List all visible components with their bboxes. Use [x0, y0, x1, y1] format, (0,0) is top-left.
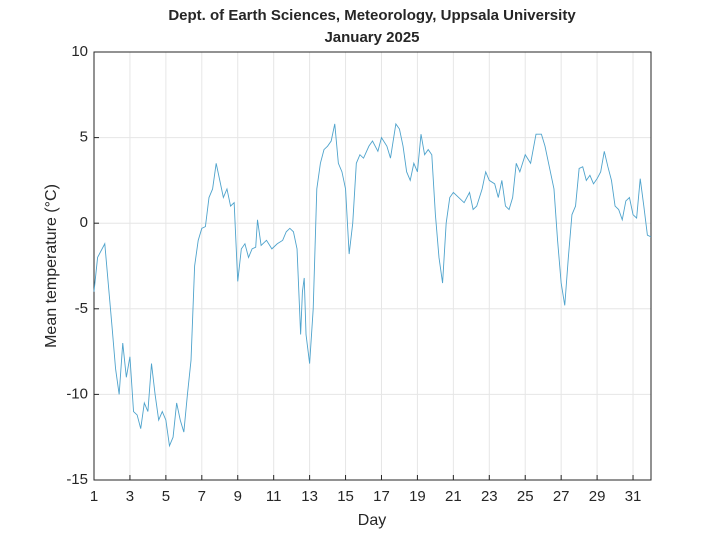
line-series	[93, 122, 652, 448]
y-tick-label: 10	[71, 43, 88, 60]
x-tick-label: 31	[625, 488, 642, 505]
x-tick-label: 13	[301, 488, 318, 505]
x-tick-label: 23	[481, 488, 498, 505]
x-tick-label: 25	[517, 488, 534, 505]
chart-title: Dept. of Earth Sciences, Meteorology, Up…	[168, 7, 576, 24]
x-tick-label: 3	[126, 488, 134, 505]
plot-frame	[93, 51, 652, 481]
x-tick-label: 27	[553, 488, 570, 505]
x-tick-label: 9	[234, 488, 242, 505]
y-tick-label: 0	[80, 214, 88, 231]
x-tick-label: 1	[90, 488, 98, 505]
y-tick-label: -10	[66, 385, 88, 402]
x-tick-label: 7	[198, 488, 206, 505]
chart-title: January 2025	[324, 29, 419, 46]
x-tick-label: 17	[373, 488, 390, 505]
x-tick-label: 29	[589, 488, 606, 505]
x-tick-label: 15	[337, 488, 354, 505]
y-tick-label: -15	[66, 471, 88, 488]
x-tick-label: 19	[409, 488, 426, 505]
y-tick-label: 5	[80, 129, 88, 146]
y-tick-label: -5	[75, 300, 88, 317]
y-axis-label: Mean temperature (°C)	[43, 184, 60, 348]
x-tick-label: 11	[266, 488, 282, 505]
x-tick-label: 21	[445, 488, 462, 505]
x-tick-label: 5	[162, 488, 170, 505]
x-axis-label: Day	[358, 512, 386, 529]
